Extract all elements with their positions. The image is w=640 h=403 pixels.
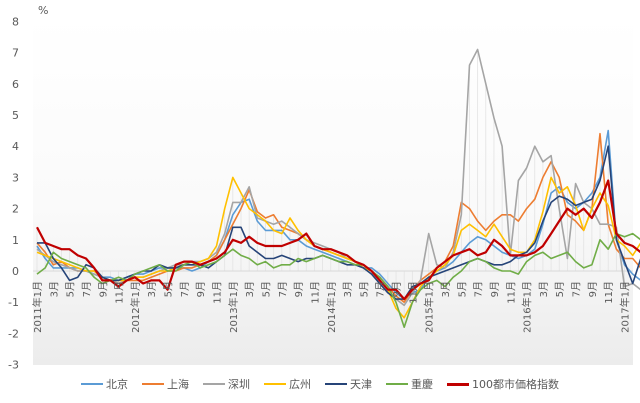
x-tick-label: 7月 [473,281,485,297]
legend-swatch-icon [81,383,103,385]
x-tick-label: 7月 [375,281,387,297]
x-tick-label: 3月 [440,281,452,297]
x-tick-label: 9月 [391,281,403,297]
x-tick-label: 11月 [114,281,126,304]
legend-item: 重慶 [386,374,433,394]
legend-item: 100都市価格指数 [447,374,559,394]
x-tick-label: 2014年1月 [325,281,338,333]
legend: 北京 上海 深圳 広州 天津 重慶 100都市価格指数 [0,374,640,394]
series-line-3 [36,176,640,319]
x-tick-label: 2011年1月 [31,281,44,333]
y-axis-unit-label: % [38,4,49,17]
legend-label: 北京 [106,378,128,391]
legend-swatch-icon [264,383,286,385]
x-tick-label: 3月 [48,281,60,297]
y-tick-label: -1 [8,296,19,309]
x-tick-label: 3月 [146,281,158,297]
x-tick-label: 5月 [260,281,272,297]
x-tick-label: 2015年1月 [423,281,436,333]
x-tick-label: 7月 [571,281,583,297]
legend-item: 広州 [264,374,311,394]
x-tick-label: 7月 [81,281,93,297]
legend-item: 天津 [325,374,372,394]
legend-label: 100都市価格指数 [472,378,559,391]
legend-item: 北京 [81,374,128,394]
x-tick-label: 2017年1月 [619,281,632,333]
y-tick-label: -3 [8,359,19,372]
x-axis-ticks: 2011年1月 3月 5月 7月 9月 11月 2012年1月 3月 5月 7月 9月 11月 2013… [31,281,632,333]
legend-swatch-icon [142,383,164,385]
x-tick-label: 9月 [195,281,207,297]
series-lines [36,48,640,329]
y-tick-label: 0 [12,265,19,278]
y-tick-label: 7 [12,47,19,60]
y-tick-label: 2 [12,203,19,216]
series-line-6 [36,179,640,301]
legend-item: 深圳 [203,374,250,394]
x-tick-label: 11月 [309,281,321,304]
x-tick-label: 2016年1月 [521,281,534,333]
y-tick-label: 1 [12,234,19,247]
legend-label: 深圳 [228,378,250,391]
y-tick-label: 4 [12,140,19,153]
x-tick-label: 7月 [277,281,289,297]
x-tick-label: 11月 [603,281,615,304]
x-tick-label: 11月 [505,281,517,304]
legend-item: 上海 [142,374,189,394]
x-tick-label: 9月 [97,281,109,297]
plot-area [33,15,633,365]
series-line-0 [36,129,640,300]
y-axis-ticks: 8 7 6 5 4 3 2 1 0 -1 -2 -3 [8,15,19,371]
legend-label: 重慶 [411,378,433,391]
x-tick-label: 3月 [244,281,256,297]
series-line-5 [36,232,640,329]
y-tick-label: 8 [12,15,19,28]
x-tick-label: 9月 [489,281,501,297]
legend-label: 天津 [350,378,372,391]
y-tick-label: -2 [8,327,19,340]
legend-swatch-icon [447,382,469,386]
x-tick-label: 5月 [358,281,370,297]
legend-label: 上海 [167,378,189,391]
legend-swatch-icon [386,383,408,385]
x-tick-label: 11月 [407,281,419,304]
legend-swatch-icon [203,383,225,385]
x-tick-label: 5月 [65,281,77,297]
x-tick-label: 5月 [456,281,468,297]
y-tick-label: 5 [12,109,19,122]
y-tick-label: 3 [12,171,19,184]
y-tick-label: 6 [12,78,19,91]
legend-label: 広州 [289,378,311,391]
x-tick-label: 9月 [587,281,599,297]
x-tick-label: 3月 [538,281,550,297]
x-tick-label: 3月 [342,281,354,297]
x-tick-label: 2012年1月 [129,281,142,333]
x-tick-label: 5月 [554,281,566,297]
legend-swatch-icon [325,383,347,385]
x-tick-label: 9月 [293,281,305,297]
x-tick-label: 5月 [163,281,175,297]
x-tick-label: 7月 [179,281,191,297]
x-tick-label: 2013年1月 [227,281,240,333]
x-tick-label: 11月 [212,281,224,304]
